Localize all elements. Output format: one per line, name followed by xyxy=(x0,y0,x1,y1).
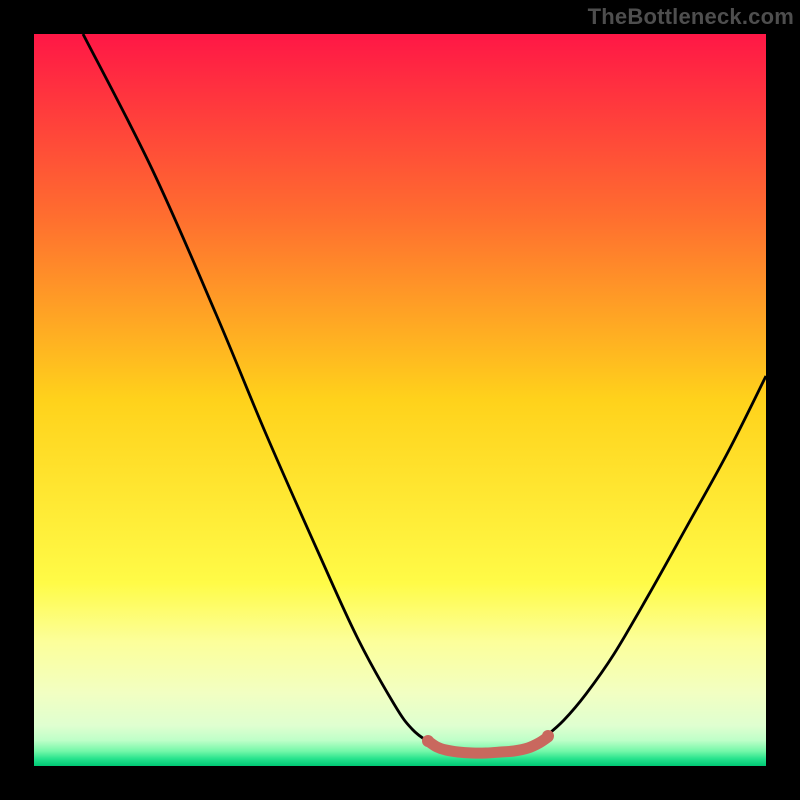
chart-svg xyxy=(0,0,800,800)
optimal-range-endpoint xyxy=(542,730,554,742)
optimal-range-band xyxy=(428,737,548,753)
optimal-range-endpoint xyxy=(422,735,434,747)
bottleneck-curve xyxy=(83,34,766,752)
chart-frame: TheBottleneck.com xyxy=(0,0,800,800)
